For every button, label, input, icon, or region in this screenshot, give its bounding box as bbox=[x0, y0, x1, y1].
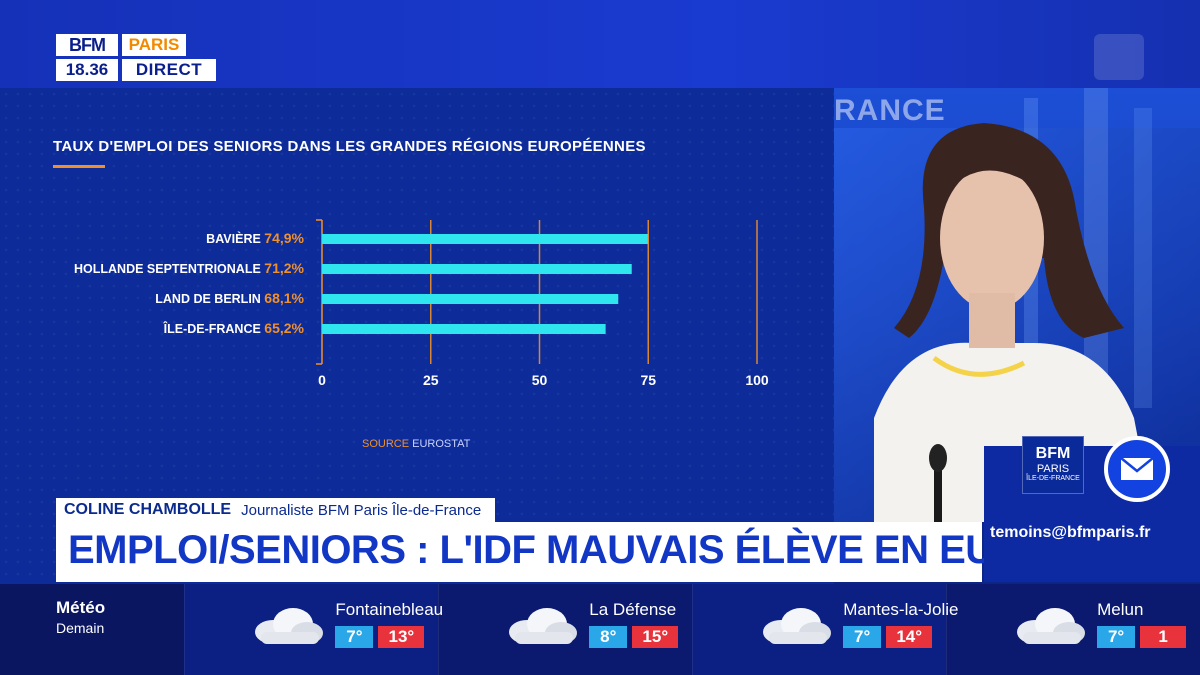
title-underline bbox=[53, 165, 105, 168]
weather-city: La Défense bbox=[589, 600, 677, 619]
weather-item: Melun 7° 1 bbox=[946, 584, 1200, 675]
temp-min: 7° bbox=[1097, 626, 1136, 648]
x-tick-label: 50 bbox=[532, 372, 548, 388]
bar bbox=[322, 234, 648, 244]
speaker-role: Journaliste BFM Paris Île-de-France bbox=[241, 501, 482, 519]
contact-block: BFM PARIS ÎLE-DE-FRANCE temoins@bfmparis… bbox=[984, 436, 1200, 582]
top-bar: BFM PARIS 18.36 DIRECT bbox=[0, 0, 1200, 88]
weather-item: La Défense 8° 15° bbox=[438, 584, 692, 675]
x-tick-label: 100 bbox=[745, 372, 769, 388]
temp-min: 8° bbox=[589, 626, 628, 648]
weather-corner-icon bbox=[1094, 34, 1144, 80]
cloud-icon bbox=[509, 608, 578, 644]
category-name: ÎLE-DE-FRANCE bbox=[163, 321, 265, 336]
chart-source: SOURCE EUROSTAT bbox=[362, 438, 470, 450]
weather-title: Météo bbox=[56, 598, 106, 617]
category-name: BAVIÈRE bbox=[206, 231, 264, 246]
value-label: 68,1% bbox=[264, 290, 304, 306]
category-label: BAVIÈRE 74,9% bbox=[206, 230, 304, 246]
speaker-name-bar: COLINE CHAMBOLLE Journaliste BFM Paris Î… bbox=[56, 498, 496, 522]
category-label: HOLLANDE SEPTENTRIONALE 71,2% bbox=[74, 260, 305, 276]
category-name: HOLLANDE SEPTENTRIONALE bbox=[74, 262, 264, 276]
chart-title: TAUX D'EMPLOI DES SENIORS DANS LES GRAND… bbox=[53, 138, 646, 155]
contact-logo: BFM PARIS ÎLE-DE-FRANCE bbox=[1022, 436, 1084, 494]
headline-banner: EMPLOI/SENIORS : L'IDF MAUVAIS ÉLÈVE EN … bbox=[56, 522, 1106, 582]
weather-item: Fontainebleau 7° 13° bbox=[184, 584, 443, 675]
channel-logo: BFM PARIS 18.36 DIRECT bbox=[56, 34, 216, 82]
weather-item: Mantes-la-Jolie 7° 14° bbox=[692, 584, 958, 675]
temp-max: 1 bbox=[1140, 626, 1187, 648]
bar bbox=[322, 294, 619, 304]
weather-label: Météo Demain bbox=[0, 584, 185, 675]
mail-icon[interactable] bbox=[1104, 436, 1170, 502]
logo-region: PARIS bbox=[122, 34, 186, 56]
contact-logo-brand: BFM bbox=[1035, 445, 1071, 462]
bar bbox=[322, 324, 606, 334]
source-label: SOURCE bbox=[362, 438, 410, 450]
headline-text: EMPLOI/SENIORS : L'IDF MAUVAIS ÉLÈVE EN … bbox=[68, 528, 1106, 572]
weather-subtitle: Demain bbox=[56, 620, 105, 636]
category-label: LAND DE BERLIN 68,1% bbox=[155, 290, 304, 306]
weather-ticker: Météo Demain Fontainebleau 7° 13° La Déf… bbox=[0, 584, 1200, 675]
weather-city: Mantes-la-Jolie bbox=[843, 600, 959, 619]
x-tick-label: 75 bbox=[640, 372, 656, 388]
source-value: EUROSTAT bbox=[412, 438, 471, 450]
value-label: 71,2% bbox=[264, 260, 304, 276]
live-badge: DIRECT bbox=[122, 59, 216, 81]
category-name: LAND DE BERLIN bbox=[155, 292, 264, 306]
contact-logo-region: ÎLE-DE-FRANCE bbox=[1026, 475, 1080, 482]
contact-email[interactable]: temoins@bfmparis.fr bbox=[990, 524, 1151, 541]
x-tick-label: 25 bbox=[423, 372, 439, 388]
temp-max: 15° bbox=[632, 626, 679, 648]
category-label: ÎLE-DE-FRANCE 65,2% bbox=[163, 320, 305, 336]
value-label: 65,2% bbox=[264, 320, 304, 336]
bar-chart: 0 25 50 75 100 BAVIÈRE 74,9% HOLLANDE SEPTENTR… bbox=[74, 219, 769, 388]
temp-min: 7° bbox=[335, 626, 374, 648]
temp-max: 14° bbox=[886, 626, 933, 648]
speaker-name: COLINE CHAMBOLLE bbox=[64, 501, 232, 518]
weather-city: Fontainebleau bbox=[335, 600, 444, 619]
weather-city: Melun bbox=[1097, 600, 1144, 619]
cloud-icon bbox=[1017, 608, 1086, 644]
clock-time: 18.36 bbox=[56, 59, 118, 81]
temp-min: 7° bbox=[843, 626, 882, 648]
contact-logo-city: PARIS bbox=[1036, 463, 1070, 475]
logo-brand: BFM bbox=[56, 34, 118, 56]
cloud-icon bbox=[763, 608, 832, 644]
value-label: 74,9% bbox=[264, 230, 304, 246]
cloud-icon bbox=[255, 608, 324, 644]
x-tick-label: 0 bbox=[318, 372, 326, 388]
bar bbox=[322, 264, 632, 274]
temp-max: 13° bbox=[378, 626, 425, 648]
set-background-text: RANCE bbox=[834, 94, 946, 127]
